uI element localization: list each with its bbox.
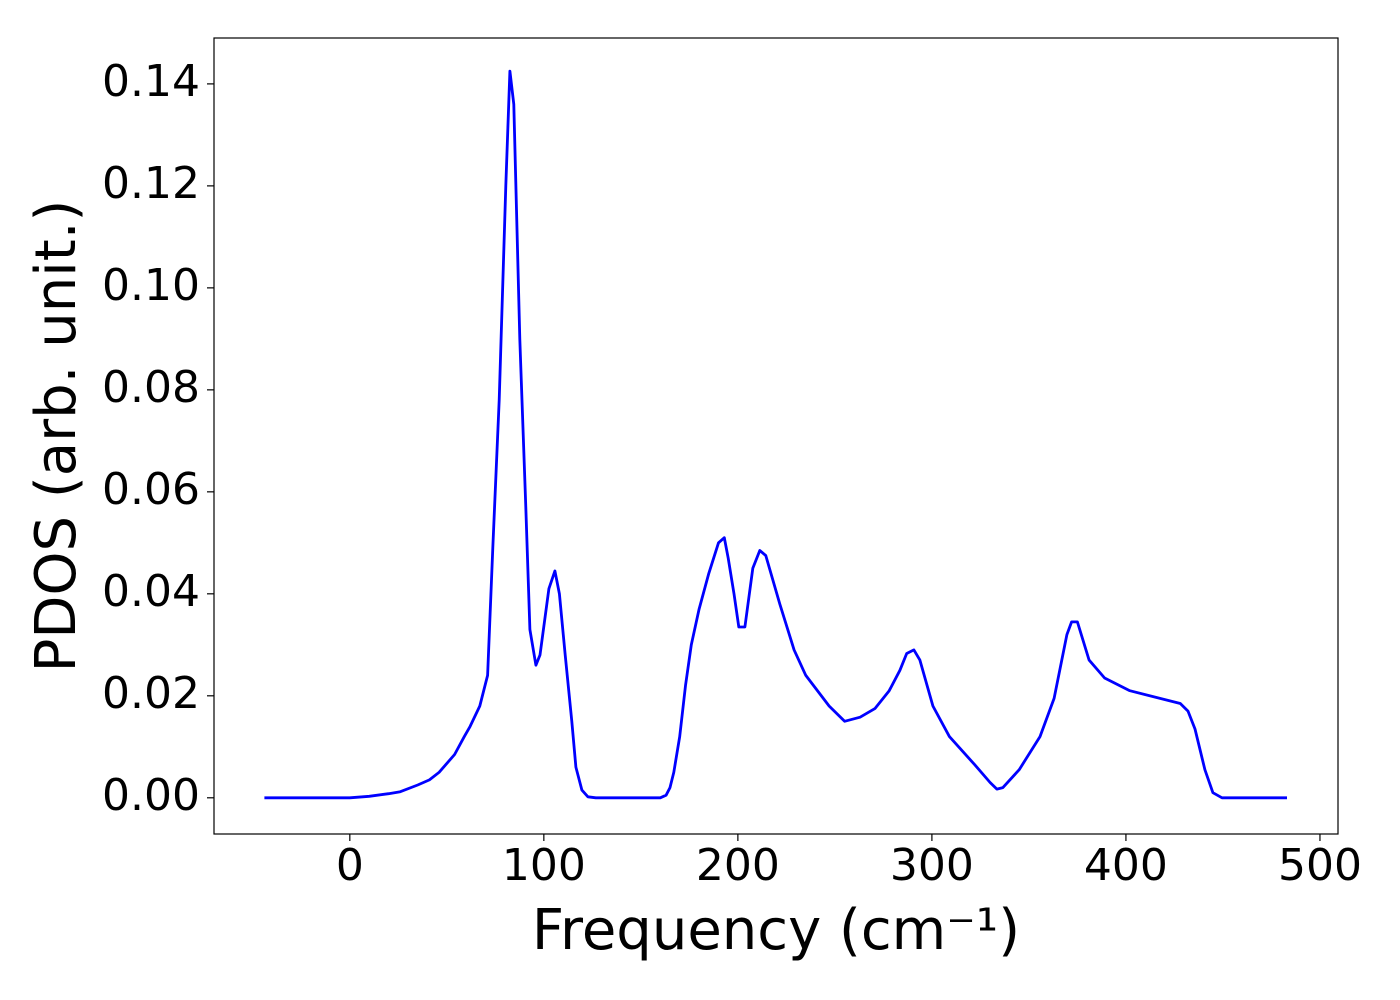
y-tick-label: 0.08 xyxy=(102,362,200,413)
x-tick-label: 0 xyxy=(336,840,364,891)
y-axis-label: PDOS (arb. unit.) xyxy=(24,200,89,673)
y-tick-label: 0.02 xyxy=(102,668,200,719)
y-tick-label: 0.10 xyxy=(102,260,200,311)
x-axis-label: Frequency (cm⁻¹) xyxy=(532,898,1020,963)
data-line xyxy=(264,69,1287,800)
y-tick-label: 0.06 xyxy=(102,464,200,515)
y-tick-label: 0.12 xyxy=(102,158,200,209)
y-tick-label: 0.00 xyxy=(102,770,200,821)
x-tick-label: 100 xyxy=(502,840,586,891)
y-tick-label: 0.04 xyxy=(102,566,200,617)
plot-frame xyxy=(213,37,1339,835)
x-tick-label: 400 xyxy=(1084,840,1168,891)
x-tick-label: 200 xyxy=(696,840,780,891)
x-tick-label: 300 xyxy=(890,840,974,891)
x-tick-label: 500 xyxy=(1278,840,1362,891)
y-tick-label: 0.14 xyxy=(102,56,200,107)
